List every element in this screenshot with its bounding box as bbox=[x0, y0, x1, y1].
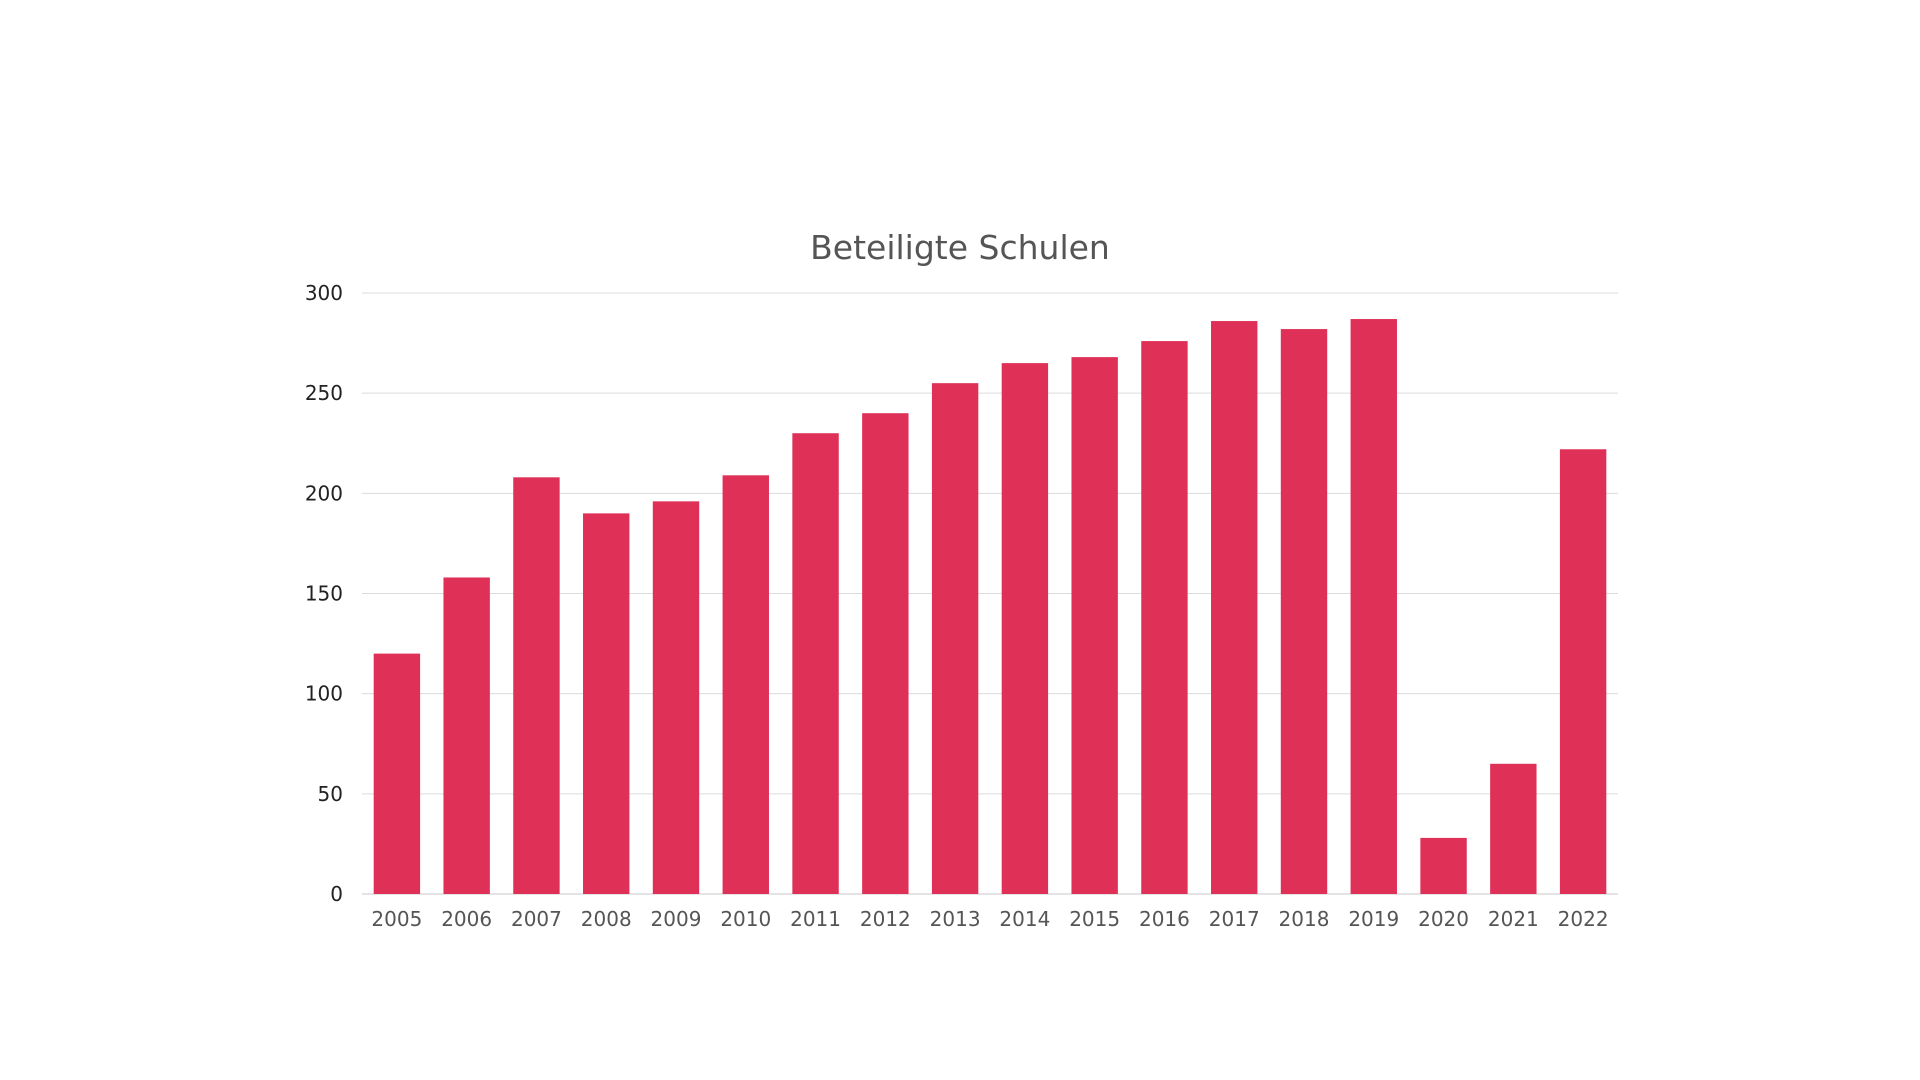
x-tick-label: 2020 bbox=[1418, 907, 1469, 931]
bar-2013 bbox=[931, 383, 979, 894]
bar-2019 bbox=[1350, 319, 1397, 894]
bar-2009 bbox=[652, 501, 700, 894]
x-tick-label: 2006 bbox=[441, 907, 492, 931]
y-tick-label: 150 bbox=[305, 582, 343, 606]
x-tick-label: 2014 bbox=[999, 907, 1050, 931]
grid-lines bbox=[362, 292, 1618, 895]
bar-2006 bbox=[443, 577, 490, 894]
x-tick-label: 2012 bbox=[860, 907, 911, 931]
x-tick-label: 2018 bbox=[1279, 907, 1330, 931]
x-tick-label: 2016 bbox=[1139, 907, 1190, 931]
x-tick-label: 2007 bbox=[511, 907, 562, 931]
bar-2020 bbox=[1420, 837, 1467, 894]
bars bbox=[373, 319, 1607, 895]
x-axis-ticks: 2005 2006 2007 2008 2009 2010 2011 2012 2013 2014… bbox=[371, 907, 1608, 931]
y-tick-label: 0 bbox=[330, 882, 343, 906]
y-tick-label: 300 bbox=[305, 281, 343, 305]
chart-title: Beteiligte Schulen bbox=[810, 228, 1110, 267]
y-tick-label: 50 bbox=[318, 782, 343, 806]
bar-2014 bbox=[1001, 363, 1049, 894]
y-axis-ticks: 0 50 100 150 200 250 300 bbox=[305, 281, 343, 906]
bar-2011 bbox=[792, 433, 839, 894]
bar-2016 bbox=[1141, 341, 1188, 895]
y-tick-label: 100 bbox=[305, 682, 343, 706]
bar-2012 bbox=[862, 413, 909, 894]
x-tick-label: 2009 bbox=[651, 907, 702, 931]
x-tick-label: 2022 bbox=[1558, 907, 1609, 931]
x-tick-label: 2008 bbox=[581, 907, 632, 931]
y-tick-label: 250 bbox=[305, 381, 343, 405]
x-tick-label: 2015 bbox=[1069, 907, 1120, 931]
x-tick-label: 2010 bbox=[720, 907, 771, 931]
x-tick-label: 2017 bbox=[1209, 907, 1260, 931]
y-tick-label: 200 bbox=[305, 481, 343, 505]
bar-2021 bbox=[1490, 763, 1537, 894]
x-tick-label: 2011 bbox=[790, 907, 841, 931]
x-tick-label: 2013 bbox=[930, 907, 981, 931]
bar-2008 bbox=[583, 513, 630, 894]
bar-2017 bbox=[1211, 321, 1258, 895]
x-tick-label: 2021 bbox=[1488, 907, 1539, 931]
bar-2005 bbox=[373, 653, 421, 894]
x-tick-label: 2019 bbox=[1348, 907, 1399, 931]
x-tick-label: 2005 bbox=[371, 907, 422, 931]
bar-2015 bbox=[1071, 357, 1118, 894]
bar-2018 bbox=[1280, 329, 1328, 894]
bar-2010 bbox=[722, 475, 769, 894]
bar-2007 bbox=[513, 477, 560, 894]
bar-2022 bbox=[1559, 449, 1607, 894]
